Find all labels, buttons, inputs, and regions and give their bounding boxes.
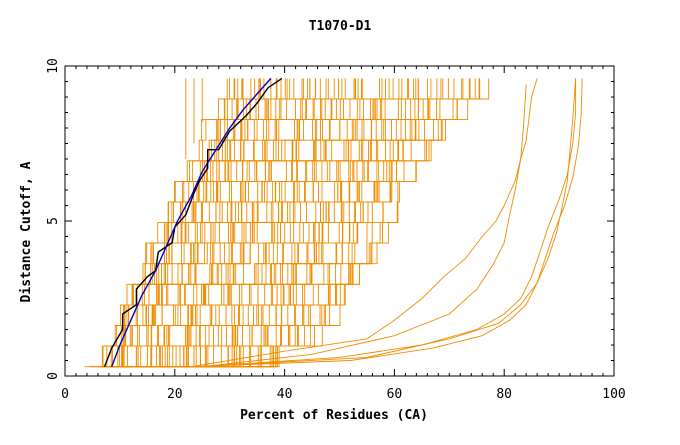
outlier-series-line	[196, 78, 577, 368]
x-tick-label: 60	[387, 387, 403, 402]
y-tick-label: 0	[46, 372, 61, 380]
x-tick-label: 20	[167, 387, 183, 402]
highlight-series-layer	[103, 77, 283, 367]
outlier-series-line	[196, 78, 577, 368]
model-series-layer	[84, 78, 583, 368]
x-tick-label: 100	[602, 387, 625, 402]
axis-ticks-layer: 0 20 40 60 80 100 0 5 10	[46, 58, 626, 402]
y-tick-label: 5	[46, 217, 61, 225]
x-axis-label: Percent of Residues (CA)	[240, 408, 428, 423]
model-series-line	[142, 78, 364, 368]
outlier-series-line	[191, 78, 538, 368]
y-axis-label: Distance Cutoff, A	[19, 161, 34, 302]
y-tick-label: 10	[46, 58, 61, 74]
model-series-line	[105, 78, 278, 368]
model-series-line	[91, 78, 252, 368]
outlier-series-line	[191, 78, 583, 368]
model-series-line	[113, 78, 265, 368]
chart-title: T1070-D1	[309, 19, 372, 34]
plot-frame	[64, 65, 615, 377]
outlier-series-line	[202, 84, 527, 368]
highlight-series-line	[111, 77, 272, 367]
x-tick-label: 80	[496, 387, 512, 402]
highlight-series-line	[103, 77, 283, 367]
model-series-line	[202, 78, 480, 368]
x-tick-label: 0	[61, 387, 69, 402]
x-tick-label: 40	[277, 387, 293, 402]
